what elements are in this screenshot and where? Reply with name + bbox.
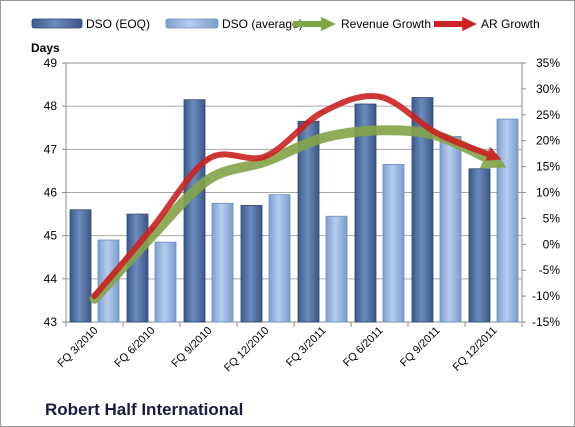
bar-dso-eoq-fq-9-2011 (411, 97, 434, 323)
left-axis-tick-label: 45 (44, 229, 58, 243)
point-revenue-growth-fq-12-2011 (492, 159, 495, 163)
line-series (89, 92, 507, 304)
right-y-axis: -15% -10% -5% 0% 5% 10% 15% 20% 25% 30% 35% (522, 56, 560, 329)
chart-title: Robert Half International (45, 400, 243, 419)
right-axis-tick-label: -15% (532, 315, 560, 329)
bar-dso-eoq-fq-12-2011 (468, 168, 491, 323)
legend-label-ar-growth: AR Growth (481, 17, 540, 31)
x-axis-tick-label: FQ 12/2011 (451, 325, 500, 374)
point-ar-growth-fq-6-2011 (378, 95, 381, 99)
x-axis-tick-label: FQ 3/2010 (55, 325, 100, 370)
left-axis-tick-label: 47 (44, 142, 58, 156)
x-axis-tick-label: FQ 3/2011 (284, 325, 329, 370)
left-axis-tick-label: 43 (44, 315, 58, 329)
x-axis-tick-label: FQ 6/2011 (341, 325, 386, 370)
bar-dso-eoq-fq-6-2011 (354, 103, 377, 323)
point-revenue-growth-fq-3-2011 (321, 136, 324, 140)
bar-dso-eoq-fq-3-2010 (69, 209, 92, 323)
right-axis-tick-label: 25% (536, 108, 560, 122)
legend-item-revenue-growth: Revenue Growth (293, 16, 431, 32)
bar-series (69, 97, 519, 323)
left-axis-tick-label: 48 (44, 99, 58, 113)
bar-dso-average-fq-12-2010 (268, 194, 291, 323)
point-ar-growth-fq-6-2010 (150, 227, 153, 231)
left-axis-tick-label: 44 (44, 272, 58, 286)
legend-item-ar-growth: AR Growth (434, 16, 540, 32)
legend-label-revenue-growth: Revenue Growth (341, 17, 431, 31)
legend-item-dso-average: DSO (average) (165, 17, 303, 31)
right-axis-tick-label: 35% (536, 56, 560, 70)
point-ar-growth-fq-3-2010 (93, 294, 96, 298)
right-axis-tick-label: 20% (536, 134, 560, 148)
y-axis-title: Days (31, 41, 60, 55)
bar-dso-average-fq-6-2010 (154, 241, 177, 323)
bar-dso-average-fq-9-2011 (439, 135, 462, 323)
legend: DSO (EOQ) DSO (average) Revenue Growth A… (31, 16, 540, 32)
bar-dso-average-fq-6-2011 (382, 164, 405, 323)
point-revenue-growth-fq-6-2010 (150, 235, 153, 239)
bar-dso-average-fq-12-2011 (496, 118, 519, 323)
legend-swatch-dso-eoq (31, 18, 83, 29)
point-ar-growth-fq-12-2010 (264, 154, 267, 158)
x-axis-tick-label: FQ 9/2010 (169, 325, 214, 370)
point-ar-growth-fq-9-2011 (435, 131, 438, 135)
point-revenue-growth-fq-6-2011 (378, 128, 381, 132)
line-revenue-growth (89, 125, 507, 304)
right-axis-tick-label: 30% (536, 82, 560, 96)
point-ar-growth-fq-3-2011 (321, 110, 324, 114)
bar-dso-eoq-fq-12-2010 (240, 205, 263, 323)
legend-item-dso-eoq: DSO (EOQ) (31, 17, 150, 31)
right-axis-tick-label: 10% (536, 186, 560, 200)
point-revenue-growth-fq-9-2010 (207, 178, 210, 182)
point-revenue-growth-fq-12-2010 (264, 159, 267, 163)
line-ar-growth (91, 92, 502, 300)
legend-swatch-dso-average (165, 18, 219, 29)
point-ar-growth-fq-12-2011 (492, 154, 495, 158)
left-axis-tick-label: 49 (44, 56, 58, 70)
left-axis-tick-label: 46 (44, 186, 58, 200)
right-axis-tick-label: 15% (536, 160, 560, 174)
right-axis-tick-label: 5% (543, 211, 561, 225)
legend-label-dso-average: DSO (average) (222, 17, 303, 31)
right-axis-tick-label: -5% (539, 263, 561, 277)
right-axis-tick-label: -10% (532, 289, 560, 303)
x-axis-tick-label: FQ 12/2010 (222, 325, 272, 375)
right-axis-tick-label: 0% (543, 237, 561, 251)
bar-dso-eoq-fq-6-2010 (126, 213, 149, 323)
x-axis-tick-label: FQ 6/2010 (112, 325, 157, 370)
point-ar-growth-fq-9-2010 (207, 157, 210, 161)
x-axis-tick-label: FQ 9/2011 (398, 325, 443, 370)
bar-dso-average-fq-3-2011 (325, 215, 348, 323)
legend-label-dso-eoq: DSO (EOQ) (86, 17, 150, 31)
x-axis: FQ 3/2010 FQ 6/2010 FQ 9/2010 FQ 12/2010 FQ … (55, 322, 523, 375)
bar-dso-eoq-fq-9-2010 (183, 99, 206, 323)
left-y-axis: 43 44 45 46 47 48 49 (44, 56, 66, 329)
bar-dso-average-fq-9-2010 (211, 202, 234, 323)
